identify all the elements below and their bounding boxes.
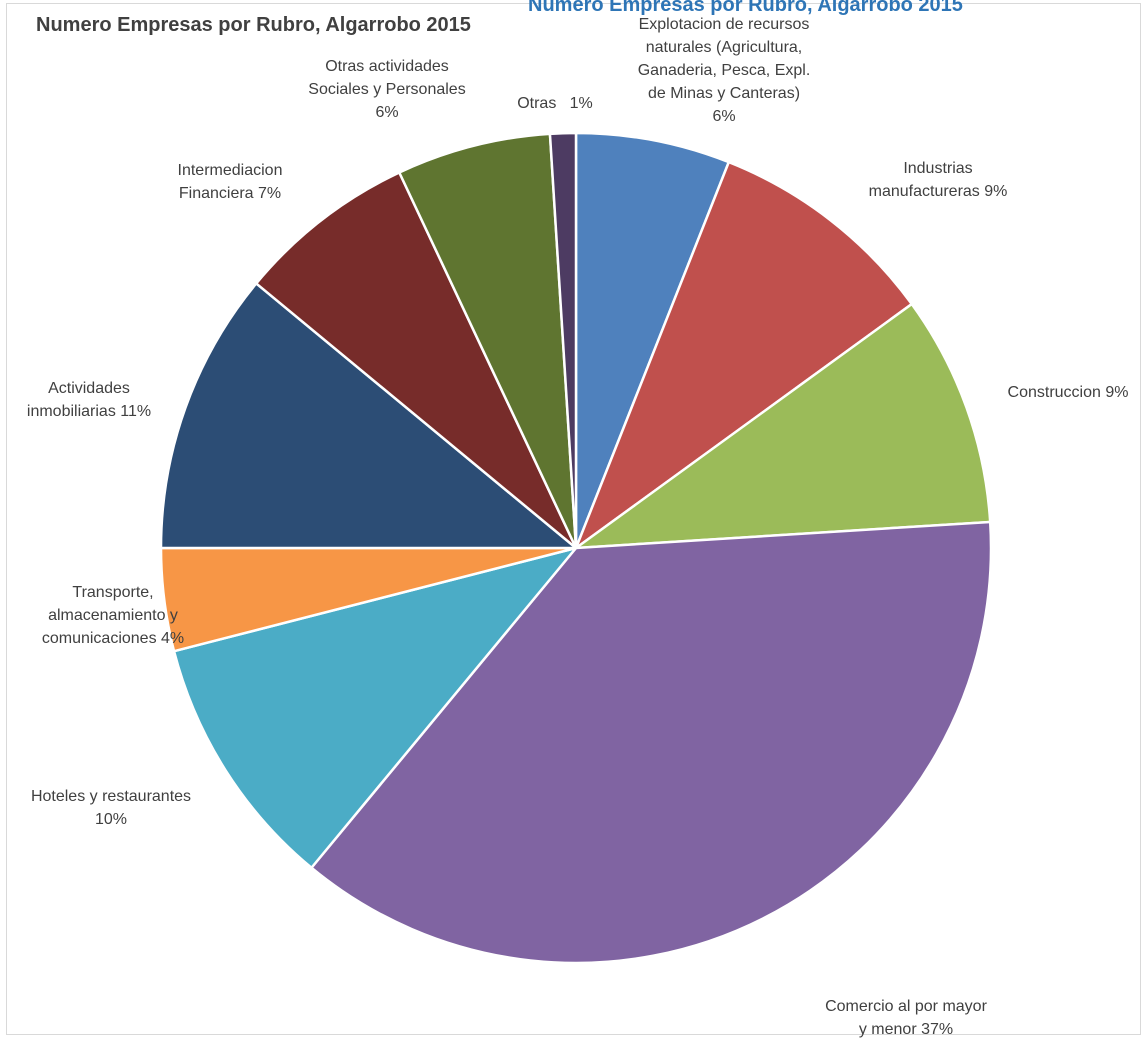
chart-title: Numero Empresas por Rubro, Algarrobo 201… bbox=[36, 14, 471, 36]
data-label-line: Explotacion de recursos bbox=[639, 16, 810, 33]
data-label-line: Actividades bbox=[48, 380, 130, 397]
data-label-line: 6% bbox=[375, 104, 398, 121]
data-label-line: naturales (Agricultura, bbox=[646, 39, 803, 56]
data-label-line: inmobiliarias 11% bbox=[27, 403, 151, 420]
data-label-4: Comercio al por mayor y menor 37% bbox=[825, 998, 988, 1038]
pie-slice-4 bbox=[310, 520, 993, 965]
data-label-line: almacenamiento y bbox=[48, 607, 178, 624]
data-label-2: Industrias manufactureras 9% bbox=[869, 160, 1008, 200]
data-label-line: Comercio al por mayor bbox=[825, 998, 988, 1015]
pie-slice-9 bbox=[398, 132, 578, 550]
data-label-10: Otras 1% bbox=[517, 95, 593, 112]
data-label-5: Hoteles y restaurantes 10% bbox=[31, 788, 191, 828]
data-label-line: Transporte, bbox=[72, 584, 153, 601]
chart-title-secondary: Numero Empresas por Rubro, Algarrobo 201… bbox=[528, 0, 963, 16]
data-label-line: Hoteles y restaurantes bbox=[31, 788, 191, 805]
data-label-1: Explotacion de recursos naturales (Agricu… bbox=[638, 16, 811, 125]
data-label-line: y menor 37% bbox=[859, 1021, 953, 1038]
data-label-3: Construccion 9% bbox=[1008, 384, 1129, 401]
chart-frame bbox=[6, 3, 1141, 1035]
pie-slice-7 bbox=[159, 282, 578, 550]
data-label-line: Financiera 7% bbox=[179, 185, 281, 202]
data-label-6: Transporte, almacenamiento y comunicacione… bbox=[42, 584, 184, 647]
pie-slice-5 bbox=[172, 546, 578, 870]
data-label-line: 10% bbox=[95, 811, 127, 828]
data-label-line: de Minas y Canteras) bbox=[648, 85, 800, 102]
data-label-line: Sociales y Personales bbox=[308, 81, 465, 98]
data-label-line: Otras 1% bbox=[517, 95, 593, 112]
data-label-line: manufactureras 9% bbox=[869, 183, 1008, 200]
data-label-9: Otras actividades Sociales y Personales 6% bbox=[308, 58, 465, 121]
pie-slice-1 bbox=[574, 131, 731, 550]
data-label-8: Intermediacion Financiera 7% bbox=[178, 162, 283, 202]
pie-slice-3 bbox=[574, 302, 992, 550]
data-label-7: Actividades inmobiliarias 11% bbox=[27, 380, 151, 420]
data-label-line: 6% bbox=[712, 108, 735, 125]
data-label-line: comunicaciones 4% bbox=[42, 630, 184, 647]
data-label-line: Ganaderia, Pesca, Expl. bbox=[638, 62, 811, 79]
data-label-line: Industrias bbox=[903, 160, 972, 177]
pie-slice-2 bbox=[574, 160, 913, 550]
data-label-line: Intermediacion bbox=[178, 162, 283, 179]
pie-slice-8 bbox=[254, 171, 578, 550]
data-label-line: Otras actividades bbox=[325, 58, 449, 75]
data-label-line: Construccion 9% bbox=[1008, 384, 1129, 401]
pie-slice-10 bbox=[548, 131, 578, 550]
